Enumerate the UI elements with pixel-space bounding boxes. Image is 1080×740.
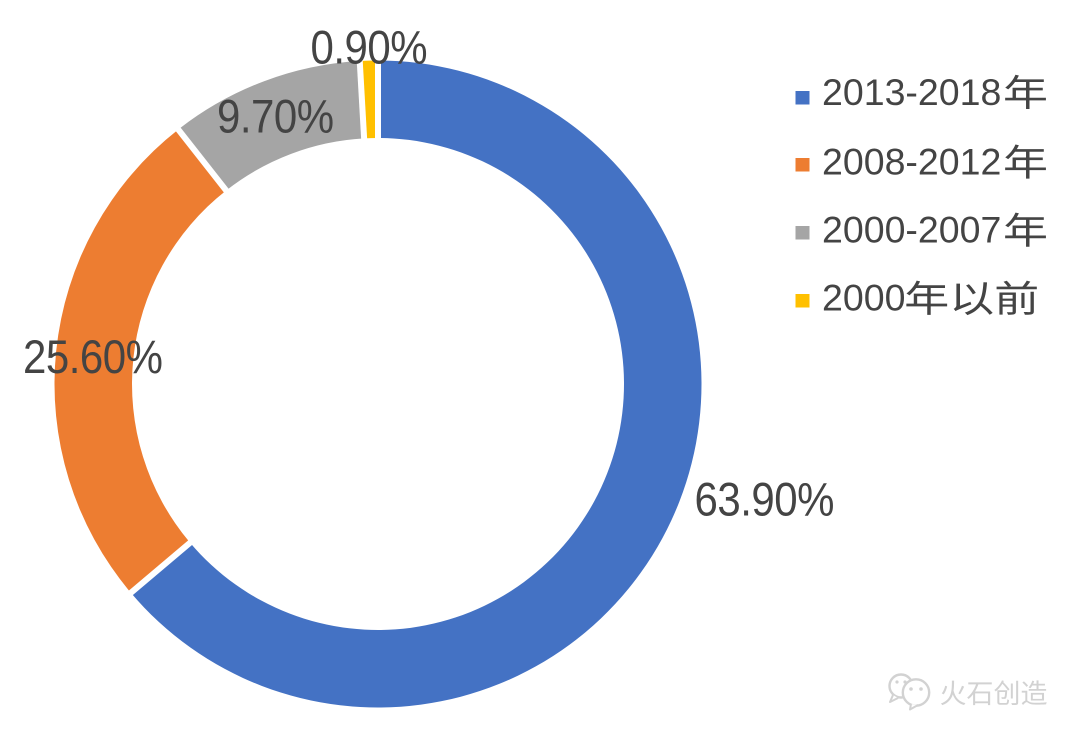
svg-text:0.90%: 0.90% — [311, 21, 428, 74]
svg-text:25.60%: 25.60% — [23, 331, 162, 384]
svg-text:2000-2007: 2000-2007 — [822, 209, 1001, 251]
svg-text:9.70%: 9.70% — [217, 90, 334, 143]
svg-text:63.90%: 63.90% — [695, 473, 834, 526]
svg-text:2008-2012: 2008-2012 — [822, 141, 1001, 183]
svg-text:2000: 2000 — [822, 277, 905, 319]
svg-text:2013-2018: 2013-2018 — [822, 71, 1001, 113]
